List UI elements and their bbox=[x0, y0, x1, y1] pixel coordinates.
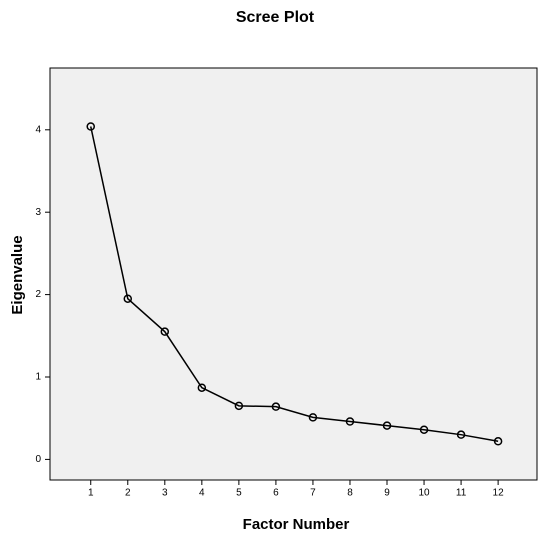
chart-title: Scree Plot bbox=[236, 9, 315, 26]
y-tick-label: 4 bbox=[35, 124, 41, 135]
point bbox=[345, 417, 355, 426]
x-tick-label: 2 bbox=[125, 488, 131, 499]
point bbox=[271, 402, 281, 411]
line bbox=[90, 126, 499, 443]
point bbox=[123, 294, 133, 303]
x-tick-label: 4 bbox=[199, 488, 205, 499]
y-tick-label: 1 bbox=[35, 372, 41, 383]
x-tick-label: 6 bbox=[273, 488, 279, 499]
point bbox=[234, 401, 244, 411]
point bbox=[308, 413, 318, 422]
point bbox=[456, 430, 466, 439]
x-tick-label: 11 bbox=[456, 488, 467, 499]
x-tick-label: 8 bbox=[347, 488, 353, 499]
y-tick-label: 0 bbox=[35, 454, 41, 465]
x-tick-label: 5 bbox=[236, 488, 242, 499]
point bbox=[419, 425, 429, 434]
point bbox=[197, 383, 207, 392]
point bbox=[382, 421, 392, 430]
point bbox=[493, 437, 503, 446]
x-tick-label: 1 bbox=[88, 488, 94, 499]
x-tick-label: 10 bbox=[418, 488, 430, 499]
point bbox=[86, 122, 95, 131]
y-tick-label: 2 bbox=[35, 289, 41, 300]
x-tick-label: 7 bbox=[310, 488, 316, 499]
x-tick-label: 3 bbox=[162, 488, 168, 499]
y-axis-title: Eigenvalue bbox=[9, 235, 26, 314]
y-tick-label: 3 bbox=[35, 207, 41, 218]
x-tick-label: 9 bbox=[384, 488, 390, 499]
x-tick-label: 12 bbox=[493, 488, 505, 499]
x-axis-title: Factor Number bbox=[243, 516, 350, 533]
point bbox=[160, 327, 170, 336]
